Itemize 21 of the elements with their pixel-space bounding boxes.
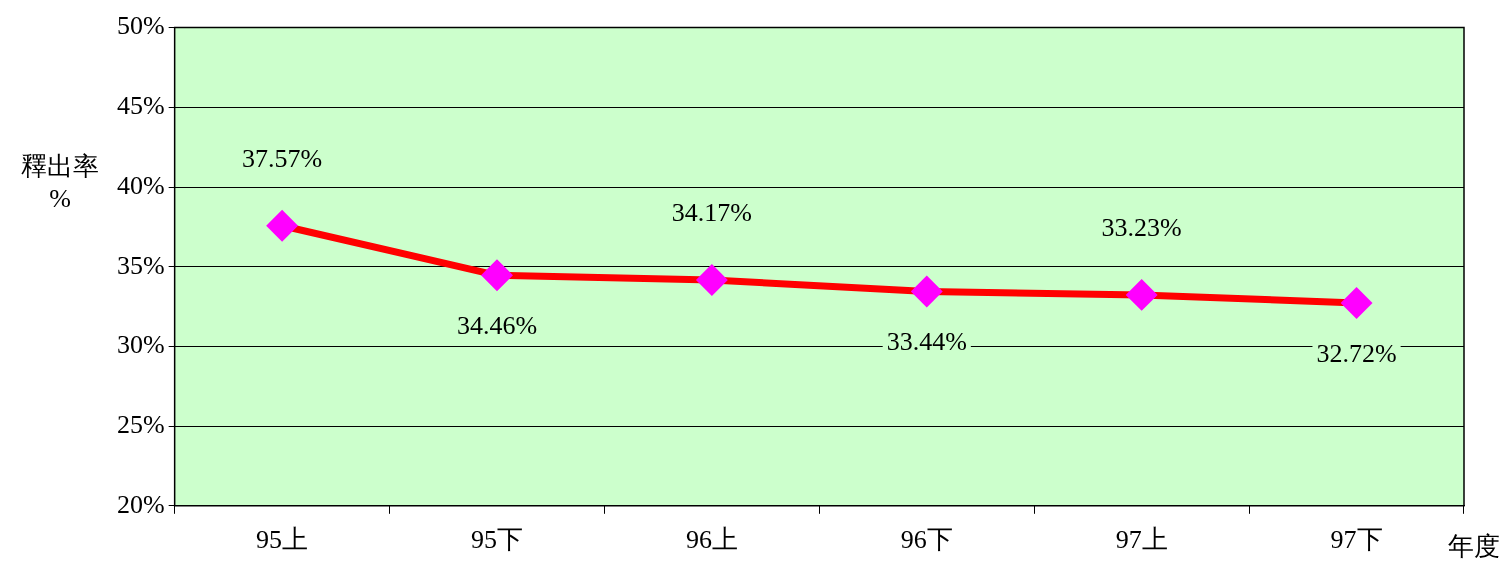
x-tick-label: 95上	[256, 525, 309, 555]
data-label: 33.44%	[886, 327, 967, 357]
x-tick-label: 96上	[685, 525, 738, 555]
y-tick-label: 20%	[116, 489, 165, 519]
y-tick-label: 30%	[116, 330, 165, 360]
data-label: 32.72%	[1316, 338, 1397, 368]
data-label: 34.46%	[456, 311, 538, 341]
x-tick-label: 97下	[1330, 525, 1383, 555]
y-tick-label: 45%	[116, 91, 165, 121]
data-label: 37.57%	[242, 143, 323, 173]
data-label: 34.17%	[671, 197, 752, 227]
y-tick-label: 40%	[116, 170, 165, 200]
y-tick-label: 50%	[116, 11, 165, 41]
y-tick-label: 25%	[116, 409, 165, 439]
x-tick-label: 96下	[900, 525, 953, 555]
data-label: 33.23%	[1101, 212, 1182, 242]
y-tick-label: 35%	[116, 250, 165, 280]
x-tick-label: 97上	[1115, 525, 1168, 555]
y-axis-title: 釋出率 %	[21, 151, 99, 213]
x-tick-label: 95下	[470, 525, 523, 555]
x-axis-title: 年度	[1448, 531, 1500, 561]
